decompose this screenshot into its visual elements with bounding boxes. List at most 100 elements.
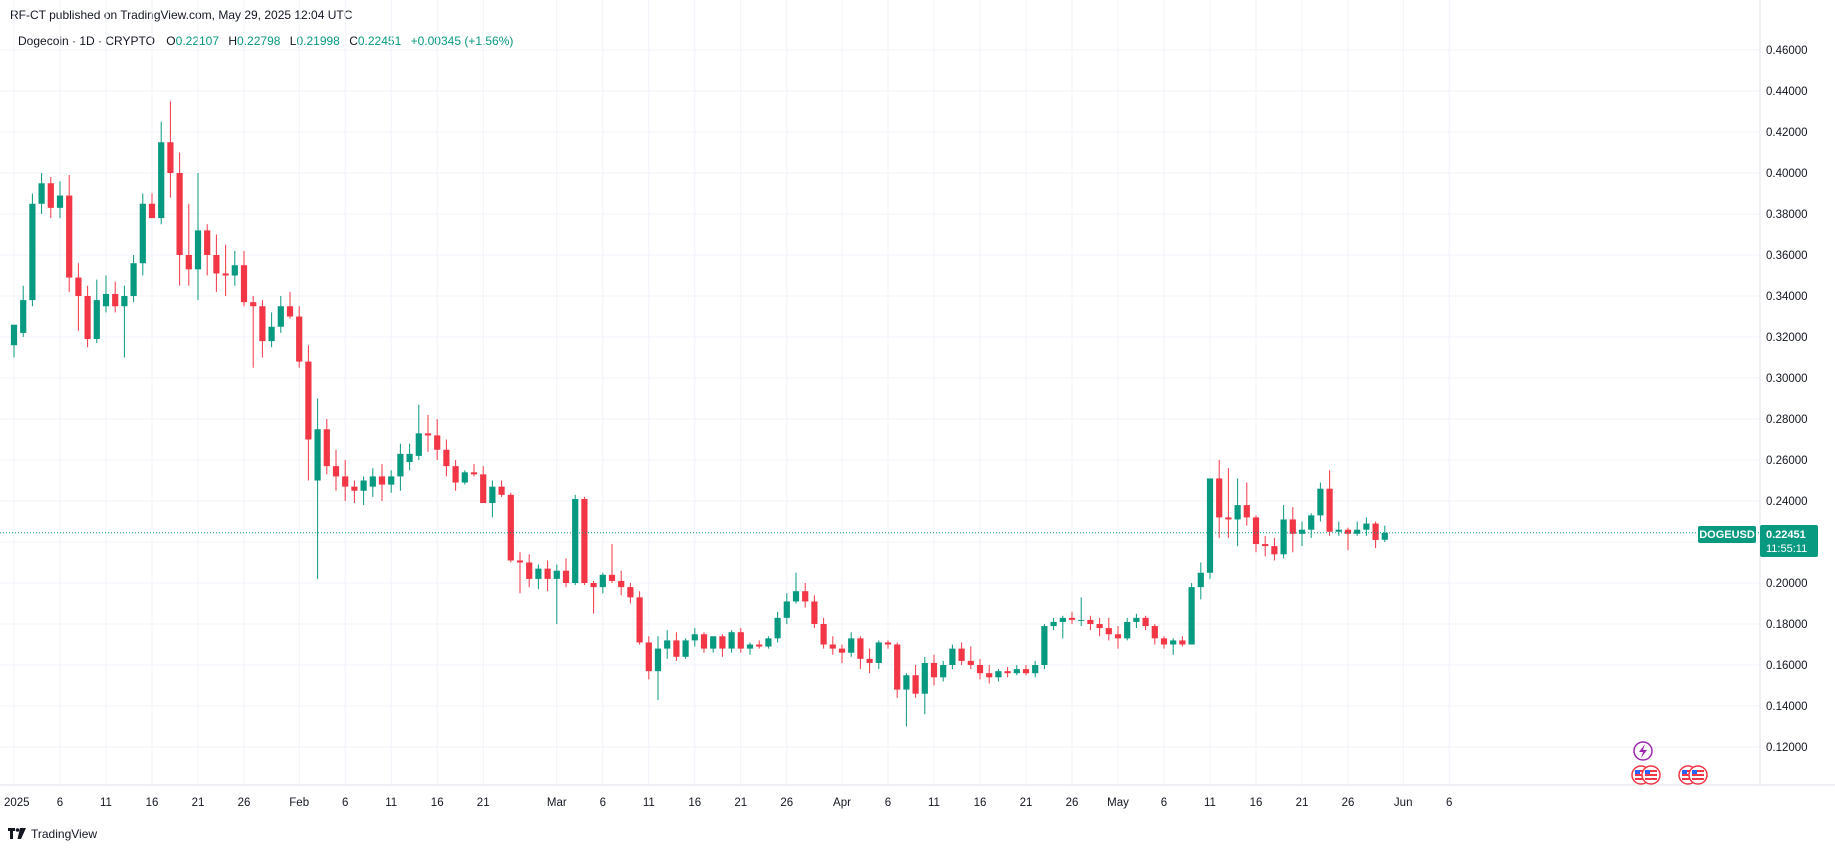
published-caption: RF-CT published on TradingView.com, May … [10,8,353,22]
candle-body [185,255,192,270]
candle-body [1317,488,1324,516]
candle-body [875,642,882,663]
candle [884,640,892,649]
candle-body [158,142,165,219]
candle [158,121,165,225]
candle-body [314,429,321,481]
candle [213,234,220,292]
candle-body [590,583,597,588]
candle [1142,615,1149,631]
us-flag-event-icon[interactable] [1688,765,1708,785]
candle-body [581,498,588,583]
price-tag-price: 0.22451 [1766,529,1806,541]
candle [112,281,119,313]
candle-body [1354,529,1361,534]
candle-body [710,636,717,649]
candle-body [976,665,984,674]
price-tag: DOGEUSD 0.22451 11:55:11 [1698,525,1818,557]
candle [498,480,505,497]
candle [756,640,763,649]
candle-body [792,591,800,602]
candle [20,285,27,337]
x-tick-label: 2025 [4,797,30,809]
candle-body [958,648,965,661]
candle [1078,597,1085,627]
candle-body [1050,621,1057,627]
candle-body [921,662,928,694]
candle [1124,617,1131,641]
x-tick-label: 11 [643,797,655,809]
candle [323,419,330,475]
candle-body [1344,529,1352,534]
candle-body [553,570,560,579]
x-tick-label: 6 [342,797,348,809]
time-axis[interactable]: 2025 6 11 16 21 26 Feb 6 11 16 21 Mar 6 11 16 21 26 Apr 6 1… [4,797,1452,809]
event-icons[interactable] [1631,741,1708,785]
candle-body [38,183,45,204]
x-tick-label: 11 [385,797,397,809]
candle [838,644,846,663]
candle-body [1335,529,1342,532]
candle-body [820,624,827,645]
candle [1188,583,1195,645]
x-tick-label: 11 [928,797,940,809]
candle [783,593,790,624]
candle-body [1013,669,1020,674]
candle [1326,470,1333,536]
candle-body [332,466,340,477]
candle-body [526,562,533,579]
candle [1160,636,1168,649]
candle-body [250,302,257,307]
y-tick-label: 0.18000 [1766,619,1808,631]
candle-body [305,361,312,440]
candle [535,564,542,590]
candle-body [544,568,551,579]
candle [406,443,413,471]
candle [1243,482,1250,526]
footer-brand[interactable]: TradingView [8,826,97,842]
symbol-label[interactable]: Dogecoin · 1D · CRYPTO [18,34,155,48]
candle [958,642,965,665]
candle [369,468,376,497]
candle-body [940,665,947,678]
candle [507,492,514,563]
candle [415,404,422,460]
candle [627,583,634,604]
y-tick-label: 0.20000 [1766,578,1808,590]
us-flag-event-icon[interactable] [1641,765,1661,785]
candle [29,193,36,307]
candle-body [829,644,836,649]
candle [848,632,855,657]
candle [802,583,809,608]
candle [608,544,616,583]
candle-body [1372,523,1379,540]
candle [1289,507,1296,553]
candle-body [259,306,266,342]
candle-body [654,648,662,672]
candle [673,632,680,661]
candle-body [1078,619,1085,621]
x-tick-label: 6 [885,797,891,809]
candle [700,632,708,653]
candle [1234,478,1241,547]
candle-body [1142,617,1149,627]
candle [875,640,882,670]
candle-body [1216,478,1223,518]
x-tick-label: 16 [974,797,987,809]
candle-body [240,265,248,303]
lightning-event-icon[interactable] [1633,741,1653,761]
candle-body [130,263,137,296]
x-tick-label: 26 [1066,797,1079,809]
price-axis[interactable]: 0.120000.140000.160000.180000.200000.220… [1766,45,1808,754]
candle [305,345,312,481]
candle-body [682,640,689,657]
candle [461,470,468,485]
candle-body [222,273,229,276]
candle-body [1206,478,1214,573]
x-tick-label: 6 [57,797,63,809]
price-tag-symbol-box [1698,526,1756,543]
candle-body [369,476,376,487]
price-tag-symbol: DOGEUSD [1699,529,1755,541]
candle-body [700,634,708,649]
